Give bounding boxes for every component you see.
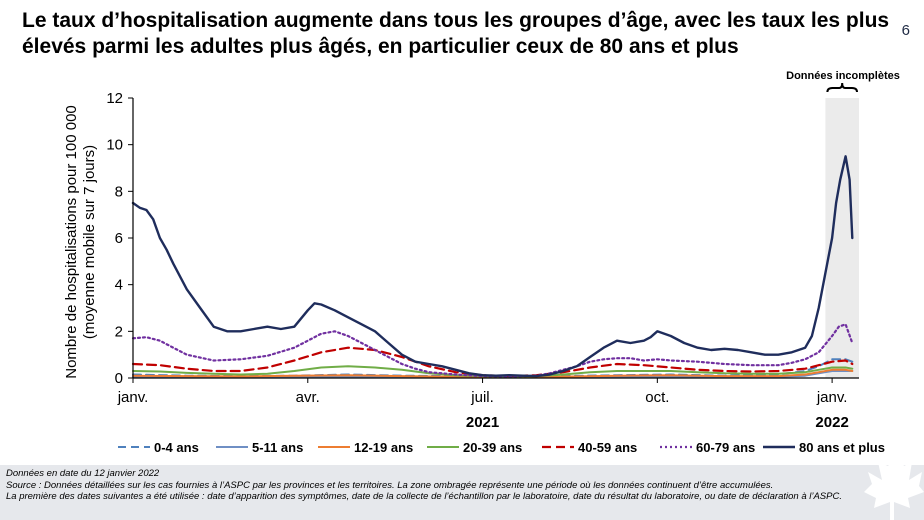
- y-tick-label: 4: [115, 277, 123, 294]
- x-tick-label: janv.: [816, 389, 848, 406]
- y-axis-label-line1: Nombre de hospitalisations pour 100 000: [63, 105, 80, 379]
- year-label: 2022: [815, 414, 848, 431]
- line-chart: 0 2 4 6 8 10 12 janv. avr. juil. oct. janv. 2021 202…: [63, 70, 900, 455]
- year-label: 2021: [466, 414, 499, 431]
- legend-label: 60-79 ans: [696, 440, 755, 455]
- footnote-source: Source : Données détaillées sur les cas …: [6, 479, 774, 491]
- legend-label: 80 ans et plus: [799, 440, 885, 455]
- y-tick-label: 12: [106, 90, 123, 107]
- legend-label: 0-4 ans: [154, 440, 199, 455]
- incomplete-data-brace: [826, 82, 858, 93]
- y-axis-ticks: 0 2 4 6 8 10 12: [106, 90, 133, 387]
- y-axis-label-line2: (moyenne mobile sur 7 jours): [81, 145, 98, 339]
- series-lines: [131, 155, 854, 379]
- x-tick-label: janv.: [117, 389, 149, 406]
- legend-label: 5-11 ans: [252, 440, 303, 455]
- footnote-method: La première des dates suivantes a été ut…: [6, 491, 842, 502]
- y-tick-label: 10: [106, 137, 123, 154]
- footnote-date: Données en date du 12 janvier 2022: [6, 468, 160, 479]
- x-tick-label: avr.: [296, 389, 320, 406]
- series-line-80-ans-et-plus: [131, 155, 854, 378]
- page-number: 6: [901, 22, 910, 39]
- series-line-60-79-ans: [131, 323, 854, 378]
- legend-label: 20-39 ans: [463, 440, 522, 455]
- maple-leaf-icon: [864, 452, 924, 520]
- x-axis-ticks: janv. avr. juil. oct. janv. 2021 2022: [117, 378, 849, 431]
- y-tick-label: 6: [115, 230, 123, 247]
- x-tick-label: juil.: [470, 389, 494, 406]
- y-tick-label: 2: [115, 323, 123, 340]
- page-title: Le taux d’hospitalisation augmente dans …: [22, 9, 890, 58]
- footer: Données en date du 12 janvier 2022 Sourc…: [0, 465, 924, 520]
- legend: 0-4 ans 5-11 ans 12-19 ans 20-39 ans 40-59 a…: [118, 440, 885, 455]
- legend-label: 12-19 ans: [354, 440, 413, 455]
- incomplete-data-label: Données incomplètes: [786, 70, 900, 82]
- legend-label: 40-59 ans: [578, 440, 637, 455]
- y-tick-label: 0: [115, 370, 123, 387]
- x-tick-label: oct.: [645, 389, 669, 406]
- y-tick-label: 8: [115, 183, 123, 200]
- incomplete-data-shaded-region: [825, 98, 859, 378]
- series-line-12-19-ans: [132, 368, 854, 379]
